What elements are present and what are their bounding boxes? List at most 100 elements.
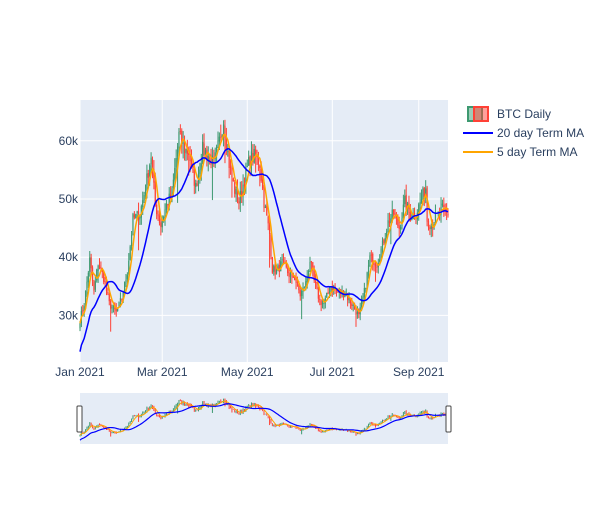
candle-body[interactable]	[143, 194, 145, 201]
candle-body[interactable]	[122, 292, 124, 300]
candle-body[interactable]	[266, 206, 268, 216]
candle-body[interactable]	[112, 305, 115, 307]
candle-body[interactable]	[313, 270, 315, 281]
candle-body[interactable]	[374, 263, 377, 267]
candle-body[interactable]	[196, 183, 198, 186]
candle-body[interactable]	[108, 294, 110, 302]
candle-body[interactable]	[140, 206, 142, 218]
candle-body[interactable]	[418, 204, 420, 212]
candle-body[interactable]	[395, 216, 398, 218]
candle-body[interactable]	[288, 272, 290, 278]
candle-body[interactable]	[231, 167, 233, 178]
candle-body[interactable]	[326, 292, 328, 298]
candle-body[interactable]	[397, 216, 399, 226]
candle-body[interactable]	[384, 238, 386, 244]
candle-body[interactable]	[93, 281, 95, 291]
candle-body[interactable]	[86, 281, 88, 291]
candle-body[interactable]	[151, 159, 154, 170]
candle-body[interactable]	[154, 181, 156, 205]
candle-body[interactable]	[310, 261, 312, 263]
candle-body[interactable]	[147, 173, 149, 178]
candle-body[interactable]	[408, 202, 410, 213]
candle-body[interactable]	[142, 200, 144, 207]
candle-body[interactable]	[96, 269, 98, 281]
candle-body[interactable]	[289, 273, 292, 277]
candle-body[interactable]	[327, 292, 329, 294]
candle-body[interactable]	[235, 189, 237, 195]
candle-body[interactable]	[89, 257, 91, 272]
candle-body[interactable]	[423, 187, 425, 197]
candle-body[interactable]	[296, 281, 299, 283]
candle-body[interactable]	[105, 282, 108, 291]
candle-body[interactable]	[319, 298, 321, 300]
candle-body[interactable]	[241, 191, 243, 196]
candle-body[interactable]	[165, 203, 168, 210]
candle-body[interactable]	[294, 277, 296, 281]
candle-body[interactable]	[337, 291, 339, 293]
candle-body[interactable]	[100, 266, 102, 269]
candle-body[interactable]	[405, 194, 407, 210]
candle-body[interactable]	[229, 166, 232, 168]
candle-body[interactable]	[202, 141, 204, 164]
candle-body[interactable]	[264, 206, 266, 209]
candle-body[interactable]	[447, 213, 449, 216]
candle-body[interactable]	[420, 199, 423, 203]
candle-body[interactable]	[207, 155, 209, 161]
candle-body[interactable]	[178, 131, 180, 148]
candle-body[interactable]	[119, 298, 122, 301]
candle-body[interactable]	[190, 160, 193, 163]
candle-body[interactable]	[287, 268, 289, 274]
candle-body[interactable]	[443, 204, 445, 208]
candle-body[interactable]	[91, 267, 94, 282]
candle-body[interactable]	[409, 211, 411, 222]
candle-body[interactable]	[259, 165, 261, 169]
candle-body[interactable]	[427, 221, 430, 228]
candle-body[interactable]	[299, 290, 301, 297]
candle-body[interactable]	[295, 279, 297, 283]
candle-body[interactable]	[388, 221, 391, 224]
candle-body[interactable]	[181, 130, 183, 144]
candle-body[interactable]	[150, 157, 152, 165]
candle-body[interactable]	[314, 280, 317, 284]
candle-body[interactable]	[370, 254, 372, 256]
candle-body[interactable]	[284, 261, 286, 264]
candle-body[interactable]	[84, 290, 87, 307]
candle-body[interactable]	[94, 281, 96, 290]
candle-body[interactable]	[239, 190, 241, 204]
candle-body[interactable]	[168, 193, 170, 207]
candle-body[interactable]	[170, 194, 172, 197]
candle-body[interactable]	[211, 155, 214, 164]
candle-body[interactable]	[351, 303, 353, 306]
candle-body[interactable]	[117, 308, 119, 311]
candle-body[interactable]	[345, 295, 347, 296]
candle-body[interactable]	[444, 207, 446, 211]
candle-body[interactable]	[111, 307, 113, 309]
candle-body[interactable]	[305, 281, 307, 288]
candle-body[interactable]	[227, 151, 229, 153]
candle-body[interactable]	[394, 213, 396, 216]
candle-body[interactable]	[104, 280, 106, 283]
candle-body[interactable]	[312, 262, 314, 270]
candle-body[interactable]	[441, 203, 444, 206]
candle-body[interactable]	[172, 179, 174, 188]
candle-body[interactable]	[228, 150, 230, 168]
rangeslider-left-handle[interactable]	[76, 405, 83, 433]
candle-body[interactable]	[278, 265, 280, 273]
candle-body[interactable]	[242, 184, 244, 197]
candle-body[interactable]	[252, 153, 254, 162]
candle-body[interactable]	[356, 311, 358, 315]
candle-body[interactable]	[281, 259, 283, 261]
rangeslider-right-handle[interactable]	[445, 405, 452, 433]
candle-body[interactable]	[367, 265, 370, 273]
candle-body[interactable]	[270, 234, 272, 257]
candle-body[interactable]	[188, 153, 190, 155]
candle-body[interactable]	[156, 204, 158, 215]
candle-body[interactable]	[133, 214, 135, 218]
candle-body[interactable]	[199, 169, 201, 174]
candle-body[interactable]	[330, 286, 332, 294]
candle-body[interactable]	[363, 288, 365, 298]
moving-average-lines[interactable]	[79, 133, 449, 352]
candle-body[interactable]	[255, 149, 257, 155]
candle-body[interactable]	[97, 265, 99, 271]
